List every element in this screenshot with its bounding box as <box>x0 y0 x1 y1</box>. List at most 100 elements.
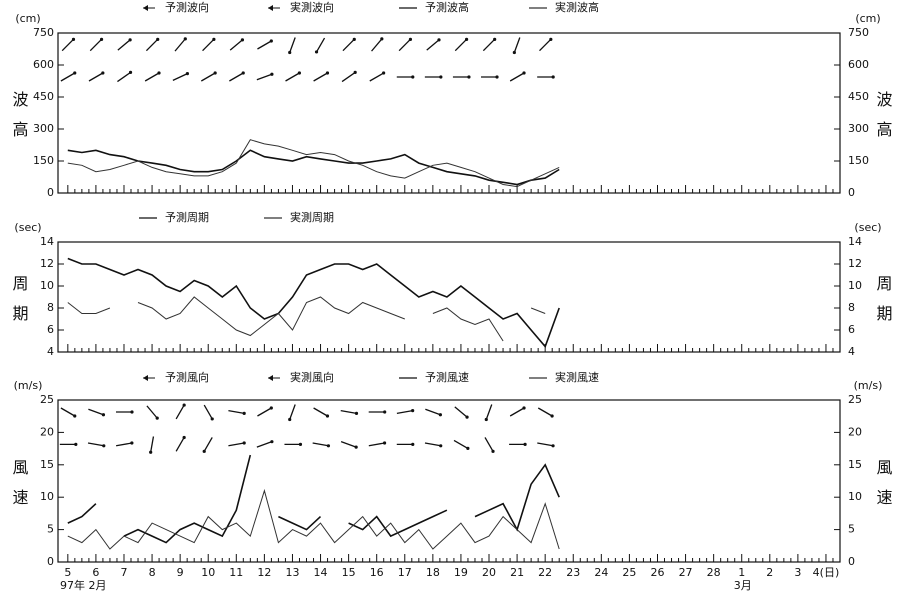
arrow-head <box>353 70 357 75</box>
arrow-shaft <box>89 38 103 52</box>
arrow-head <box>325 71 330 75</box>
direction-arrow <box>396 409 415 415</box>
x-tick-label: 24 <box>594 566 608 579</box>
data-line <box>67 139 560 188</box>
arrow-shaft <box>454 406 468 418</box>
y-tick-label: 10 <box>848 279 862 292</box>
direction-arrow <box>175 403 186 420</box>
legend-label: 実測波向 <box>290 0 334 14</box>
y-tick-label: 150 <box>33 154 54 167</box>
arrow-head <box>130 441 134 445</box>
arrow-head <box>73 414 77 418</box>
direction-arrow <box>484 404 493 422</box>
arrow-shaft <box>88 72 104 82</box>
x-tick-label: 21 <box>510 566 524 579</box>
direction-arrow <box>175 435 186 452</box>
direction-arrow <box>60 71 77 82</box>
arrow-shaft <box>454 38 468 52</box>
arrow-head <box>102 444 106 448</box>
arrow-head <box>382 71 386 75</box>
arrow-head <box>240 38 245 42</box>
arrow-head <box>242 411 246 415</box>
y-unit: (cm) <box>15 12 40 25</box>
direction-arrow <box>398 37 413 52</box>
arrow-head <box>382 441 387 445</box>
arrow-head <box>202 449 206 453</box>
arrow-head <box>439 75 443 79</box>
arrow-shaft <box>537 407 553 417</box>
arrow-head <box>383 410 387 414</box>
direction-arrow <box>537 442 555 448</box>
arrow-shaft <box>60 72 76 82</box>
y-tick-label: 5 <box>848 523 855 536</box>
direction-arrow <box>482 37 497 52</box>
arrow-head <box>467 75 471 79</box>
x-tick-label: 22 <box>538 566 552 579</box>
direction-arrow <box>426 38 441 51</box>
arrow-head <box>128 70 133 75</box>
arrow-shaft <box>342 38 355 52</box>
direction-arrow <box>425 408 442 417</box>
legend-label: 実測波高 <box>555 0 599 14</box>
x-tick-label: 28 <box>707 566 721 579</box>
arrow-shaft <box>285 72 300 82</box>
arrow-head <box>182 435 186 440</box>
arrow-head <box>411 442 415 446</box>
y-tick-label: 25 <box>848 393 862 406</box>
arrow-head <box>495 75 499 79</box>
arrow-shaft <box>150 436 155 453</box>
direction-arrow <box>229 38 245 51</box>
legend-label: 実測風速 <box>555 370 599 384</box>
arrow-head <box>522 406 526 410</box>
x-tick-label: 1 <box>738 566 745 579</box>
arrow-shaft <box>203 404 213 420</box>
arrow-shaft <box>117 39 131 51</box>
arrow-shaft <box>174 38 186 52</box>
arrow-shaft <box>371 38 383 52</box>
x-tick-label: 19 <box>454 566 468 579</box>
arrow-shaft <box>202 38 215 52</box>
arrow-head <box>73 71 77 75</box>
arrow-head <box>185 72 189 76</box>
arrow-head <box>288 417 292 422</box>
legend-glyph <box>268 5 273 11</box>
direction-arrow <box>89 37 104 52</box>
y-tick-label: 150 <box>848 154 869 167</box>
arrow-head <box>411 409 415 413</box>
x-tick-label: 12 <box>257 566 271 579</box>
direction-arrow <box>288 404 296 422</box>
arrow-shaft <box>539 38 552 52</box>
arrow-shaft <box>61 38 74 52</box>
y-unit: (sec) <box>14 221 41 234</box>
direction-arrow <box>257 406 273 417</box>
arrow-head <box>466 446 470 450</box>
direction-arrow <box>88 71 105 82</box>
x-tick-label: 26 <box>650 566 664 579</box>
arrow-shaft <box>509 407 525 417</box>
arrow-head <box>156 37 160 41</box>
direction-arrow <box>368 410 387 414</box>
arrow-shaft <box>453 439 469 449</box>
y-tick-label: 5 <box>47 523 54 536</box>
y-tick-label: 0 <box>848 186 855 199</box>
arrow-shaft <box>482 38 496 52</box>
y-unit: (m/s) <box>14 379 43 392</box>
y-tick-label: 4 <box>47 345 54 358</box>
arrow-shaft <box>88 408 104 416</box>
x-tick-label: 23 <box>566 566 580 579</box>
x-tick-label: 15 <box>342 566 356 579</box>
direction-arrow <box>539 37 553 52</box>
direction-arrow <box>454 37 469 52</box>
x-tick-label: 7 <box>120 566 127 579</box>
direction-arrow <box>424 75 443 79</box>
arrow-shaft <box>87 442 104 447</box>
y-unit: (sec) <box>854 221 881 234</box>
arrow-shaft <box>229 39 243 51</box>
x-tick-label: 8 <box>149 566 156 579</box>
arrow-head <box>210 417 214 421</box>
y-tick-label: 10 <box>848 490 862 503</box>
direction-arrow <box>144 71 161 82</box>
arrow-head <box>326 444 331 448</box>
arrow-shaft <box>484 437 494 452</box>
direction-arrow <box>368 441 387 447</box>
